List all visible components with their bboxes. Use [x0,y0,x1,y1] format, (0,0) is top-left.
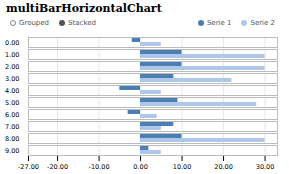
html-text:multiBarHorizontalChart: multiBarHorizontalChart [6,2,162,15]
svg-text:7.00: 7.00 [5,123,19,131]
svg-text:9.00: 9.00 [5,147,19,155]
html-text:Grouped: Grouped [19,19,50,27]
svg-text:-20.00: -20.00 [47,163,68,171]
svg-text:0.00: 0.00 [5,39,19,47]
svg-text:10.00: 10.00 [173,163,192,171]
svg-text:-10.00: -10.00 [89,163,110,171]
svg-text:0.00: 0.00 [133,163,147,171]
svg-text:20.00: 20.00 [214,163,233,171]
html-text:Serie 2: Serie 2 [250,19,275,27]
svg-text:2.00: 2.00 [5,63,19,71]
svg-text:30.00: 30.00 [256,163,275,171]
svg-text:8.00: 8.00 [5,135,19,143]
html-text:Serie 1: Serie 1 [206,19,232,27]
svg-text:1.00: 1.00 [5,51,19,59]
svg-text:5.00: 5.00 [5,99,19,107]
svg-text:4.00: 4.00 [5,87,19,95]
svg-text:3.00: 3.00 [5,75,19,83]
svg-text:-27.00: -27.00 [18,163,39,171]
html-text:Stacked: Stacked [68,19,96,27]
svg-text:6.00: 6.00 [5,111,19,119]
